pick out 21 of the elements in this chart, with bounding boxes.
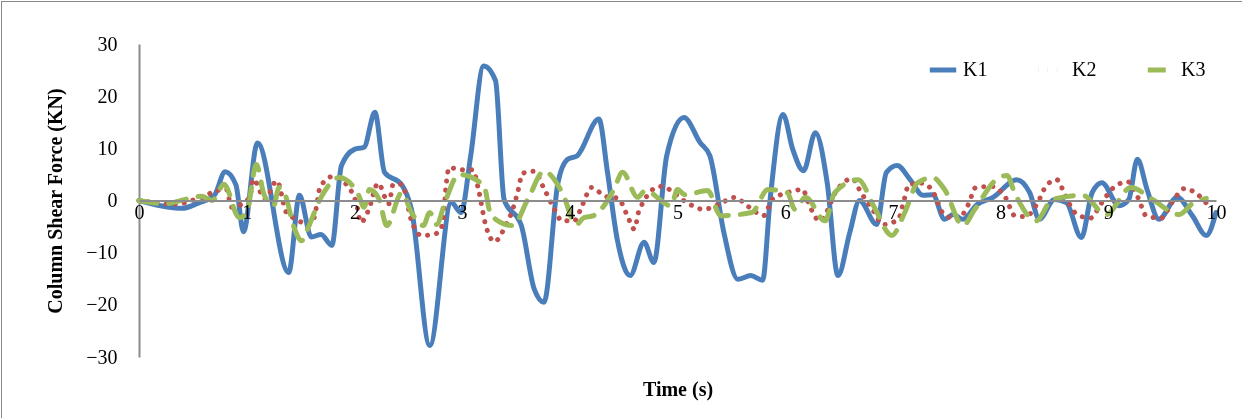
x-tick-label: 5 [673, 201, 683, 223]
y-tick-label: 10 [97, 136, 118, 159]
x-tick-label: 9 [1103, 201, 1114, 223]
legend-label: K2 [1072, 58, 1097, 80]
y-tick-label: 20 [97, 84, 118, 107]
x-axis-title: Time (s) [642, 377, 714, 401]
y-tick-label: −10 [86, 241, 118, 264]
x-tick-label: 6 [780, 201, 791, 223]
y-axis-title: Column Shear Force (KN) [44, 88, 68, 314]
x-tick-label: 8 [996, 201, 1007, 223]
x-tick-label: 4 [565, 201, 576, 223]
x-tick-label: 0 [134, 201, 145, 223]
x-tick-label: 10 [1206, 201, 1227, 223]
x-tick-label: 7 [888, 201, 899, 223]
y-tick-label: 30 [97, 32, 118, 55]
y-tick-label: −30 [86, 345, 118, 368]
x-tick-label: 3 [457, 201, 468, 223]
x-tick-label: 2 [349, 201, 360, 223]
y-tick-label: −20 [86, 293, 118, 316]
legend-label: K1 [963, 58, 988, 80]
legend-label: K3 [1181, 58, 1206, 80]
